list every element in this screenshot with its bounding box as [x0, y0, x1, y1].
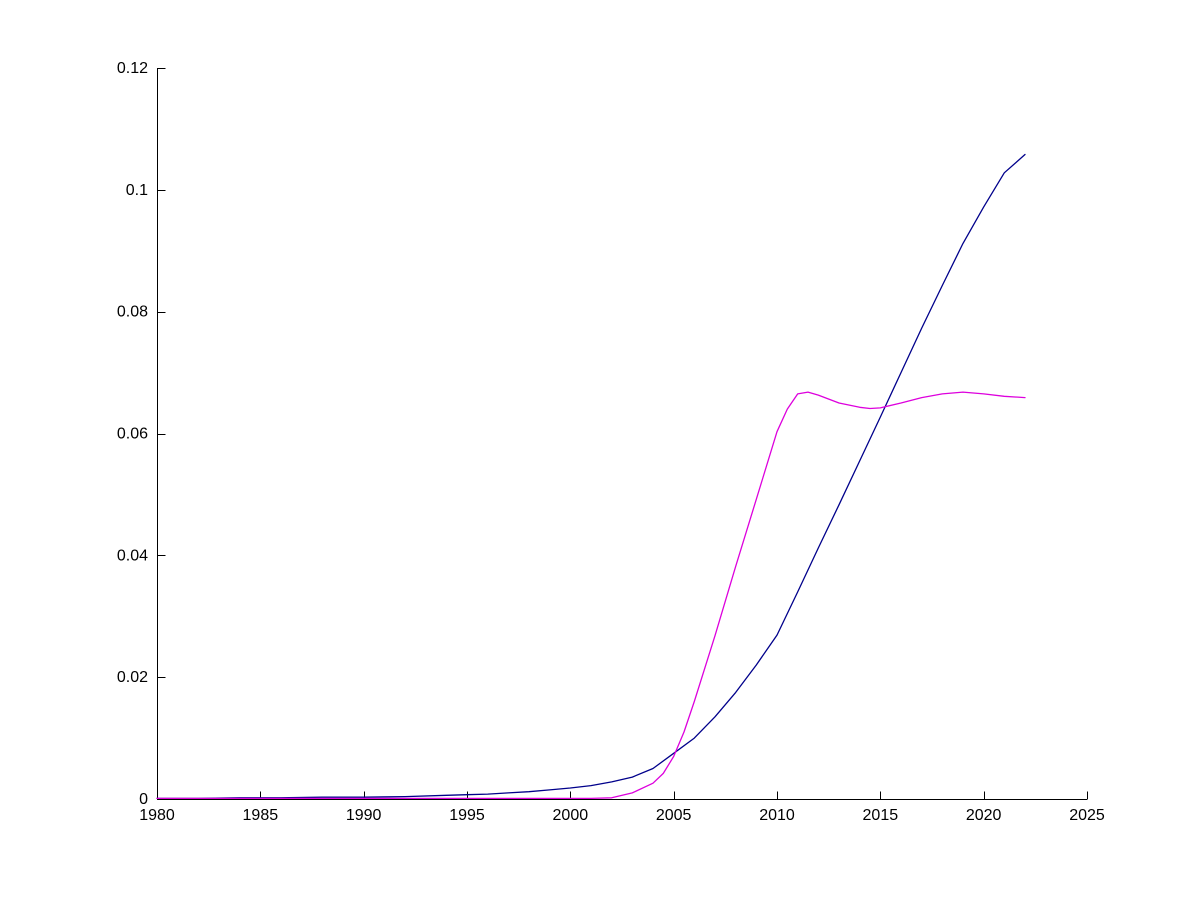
- x-tick-label: 2000: [553, 807, 589, 824]
- x-tick-label: 2010: [759, 807, 795, 824]
- x-tick-label: 2015: [863, 807, 899, 824]
- y-tick-label: 0: [139, 791, 148, 808]
- y-tick-label: 0.12: [117, 60, 148, 77]
- magenta-line: [156, 391, 1026, 800]
- x-tick-label: 1985: [243, 807, 279, 824]
- x-tick-label: 1995: [449, 807, 485, 824]
- x-tick-label: 2025: [1069, 807, 1105, 824]
- y-tick-label: 0.1: [126, 182, 148, 199]
- dark-blue-line: [156, 153, 1026, 800]
- y-tick-label: 0.04: [117, 547, 148, 564]
- y-tick-label: 0.06: [117, 426, 148, 443]
- x-tick-label: 2005: [656, 807, 692, 824]
- x-tick-label: 2020: [966, 807, 1002, 824]
- y-tick-label: 0.08: [117, 304, 148, 321]
- x-tick-label: 1980: [139, 807, 175, 824]
- y-tick-label: 0.02: [117, 669, 148, 686]
- x-tick-label: 1990: [346, 807, 382, 824]
